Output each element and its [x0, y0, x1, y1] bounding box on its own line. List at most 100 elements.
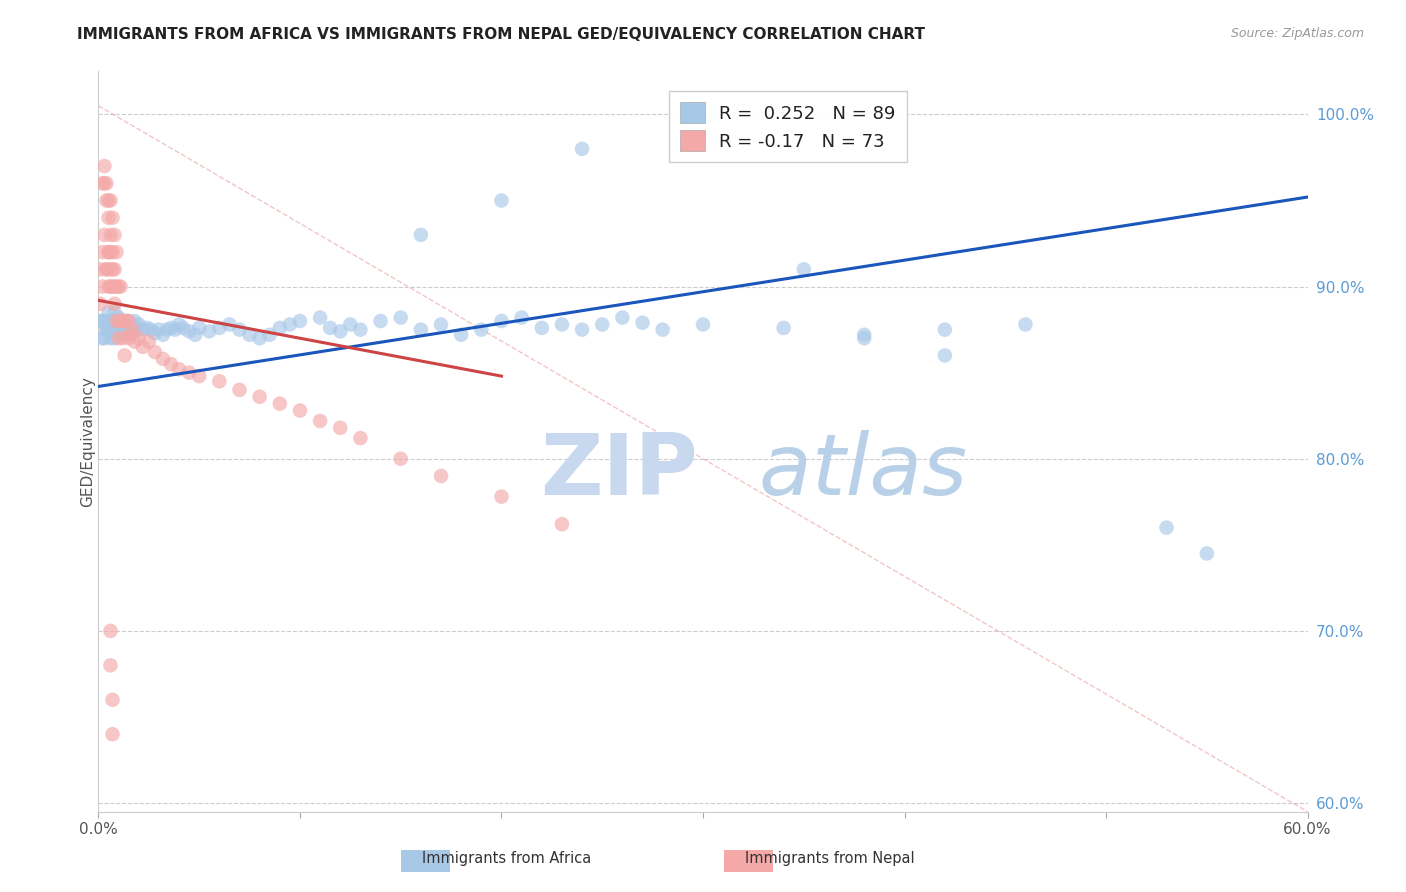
Point	[100, 194, 122, 208]
Point	[139, 323, 162, 337]
Point	[100, 624, 122, 638]
Point	[853, 327, 876, 342]
Point	[96, 323, 118, 337]
Point	[111, 327, 134, 342]
Point	[188, 369, 211, 384]
Point	[100, 314, 122, 328]
Point	[107, 279, 129, 293]
Point	[114, 323, 136, 337]
Point	[470, 323, 492, 337]
Point	[138, 334, 160, 349]
Point	[114, 348, 136, 362]
Point	[107, 331, 129, 345]
Point	[530, 321, 553, 335]
Point	[491, 314, 513, 328]
Point	[430, 318, 453, 332]
Point	[96, 262, 118, 277]
Point	[288, 403, 311, 417]
Point	[89, 297, 111, 311]
Point	[97, 305, 120, 319]
Point	[591, 318, 613, 332]
Point	[103, 331, 125, 345]
Point	[96, 323, 118, 337]
Point	[329, 421, 352, 435]
Point	[409, 227, 432, 242]
Point	[409, 323, 432, 337]
Point	[118, 314, 141, 328]
Point	[208, 374, 231, 388]
Point	[105, 279, 128, 293]
Text: Immigrants from Nepal: Immigrants from Nepal	[745, 851, 914, 865]
Point	[91, 331, 114, 345]
Point	[571, 323, 593, 337]
Point	[101, 211, 124, 225]
Point	[143, 326, 166, 340]
Point	[172, 321, 194, 335]
Point	[100, 227, 122, 242]
Point	[349, 323, 371, 337]
Point	[1156, 521, 1178, 535]
Point	[631, 316, 654, 330]
Point	[97, 245, 120, 260]
Point	[184, 327, 207, 342]
Point	[208, 321, 231, 335]
Point	[1014, 318, 1036, 332]
Point	[97, 245, 120, 260]
Point	[309, 414, 332, 428]
Point	[101, 279, 124, 293]
Point	[101, 693, 124, 707]
Point	[110, 323, 132, 337]
Point	[124, 334, 146, 349]
Point	[349, 431, 371, 445]
Point	[121, 318, 143, 332]
Point	[103, 305, 125, 319]
Point	[329, 324, 352, 338]
Point	[110, 314, 132, 328]
Point	[259, 327, 281, 342]
Point	[120, 323, 142, 337]
Point	[91, 279, 114, 293]
Point	[115, 314, 138, 328]
Point	[309, 310, 332, 325]
Point	[118, 314, 141, 328]
Point	[934, 348, 956, 362]
Point	[97, 194, 120, 208]
Point	[91, 176, 114, 190]
Point	[249, 390, 271, 404]
Point	[389, 451, 412, 466]
Point	[278, 318, 301, 332]
Point	[450, 327, 472, 342]
Point	[132, 340, 155, 354]
Point	[179, 366, 201, 380]
Y-axis label: GED/Equivalency: GED/Equivalency	[80, 376, 94, 507]
Text: IMMIGRANTS FROM AFRICA VS IMMIGRANTS FROM NEPAL GED/EQUIVALENCY CORRELATION CHAR: IMMIGRANTS FROM AFRICA VS IMMIGRANTS FRO…	[77, 27, 925, 42]
Point	[491, 490, 513, 504]
Point	[430, 469, 453, 483]
Point	[228, 323, 250, 337]
Point	[101, 314, 124, 328]
Point	[692, 107, 714, 121]
Point	[111, 314, 134, 328]
Text: Immigrants from Africa: Immigrants from Africa	[422, 851, 591, 865]
Point	[125, 323, 148, 337]
Point	[198, 324, 221, 338]
Point	[510, 310, 533, 325]
Point	[111, 314, 134, 328]
Point	[89, 262, 111, 277]
Text: Source: ZipAtlas.com: Source: ZipAtlas.com	[1230, 27, 1364, 40]
Point	[96, 194, 118, 208]
Point	[93, 227, 115, 242]
Point	[152, 327, 174, 342]
Point	[218, 318, 240, 332]
Point	[239, 327, 262, 342]
Point	[188, 321, 211, 335]
Point	[91, 245, 114, 260]
Point	[110, 279, 132, 293]
Point	[389, 310, 412, 325]
Point	[100, 245, 122, 260]
Point	[128, 318, 150, 332]
Point	[339, 318, 361, 332]
Point	[110, 318, 132, 332]
Point	[107, 318, 129, 332]
Point	[167, 318, 190, 332]
